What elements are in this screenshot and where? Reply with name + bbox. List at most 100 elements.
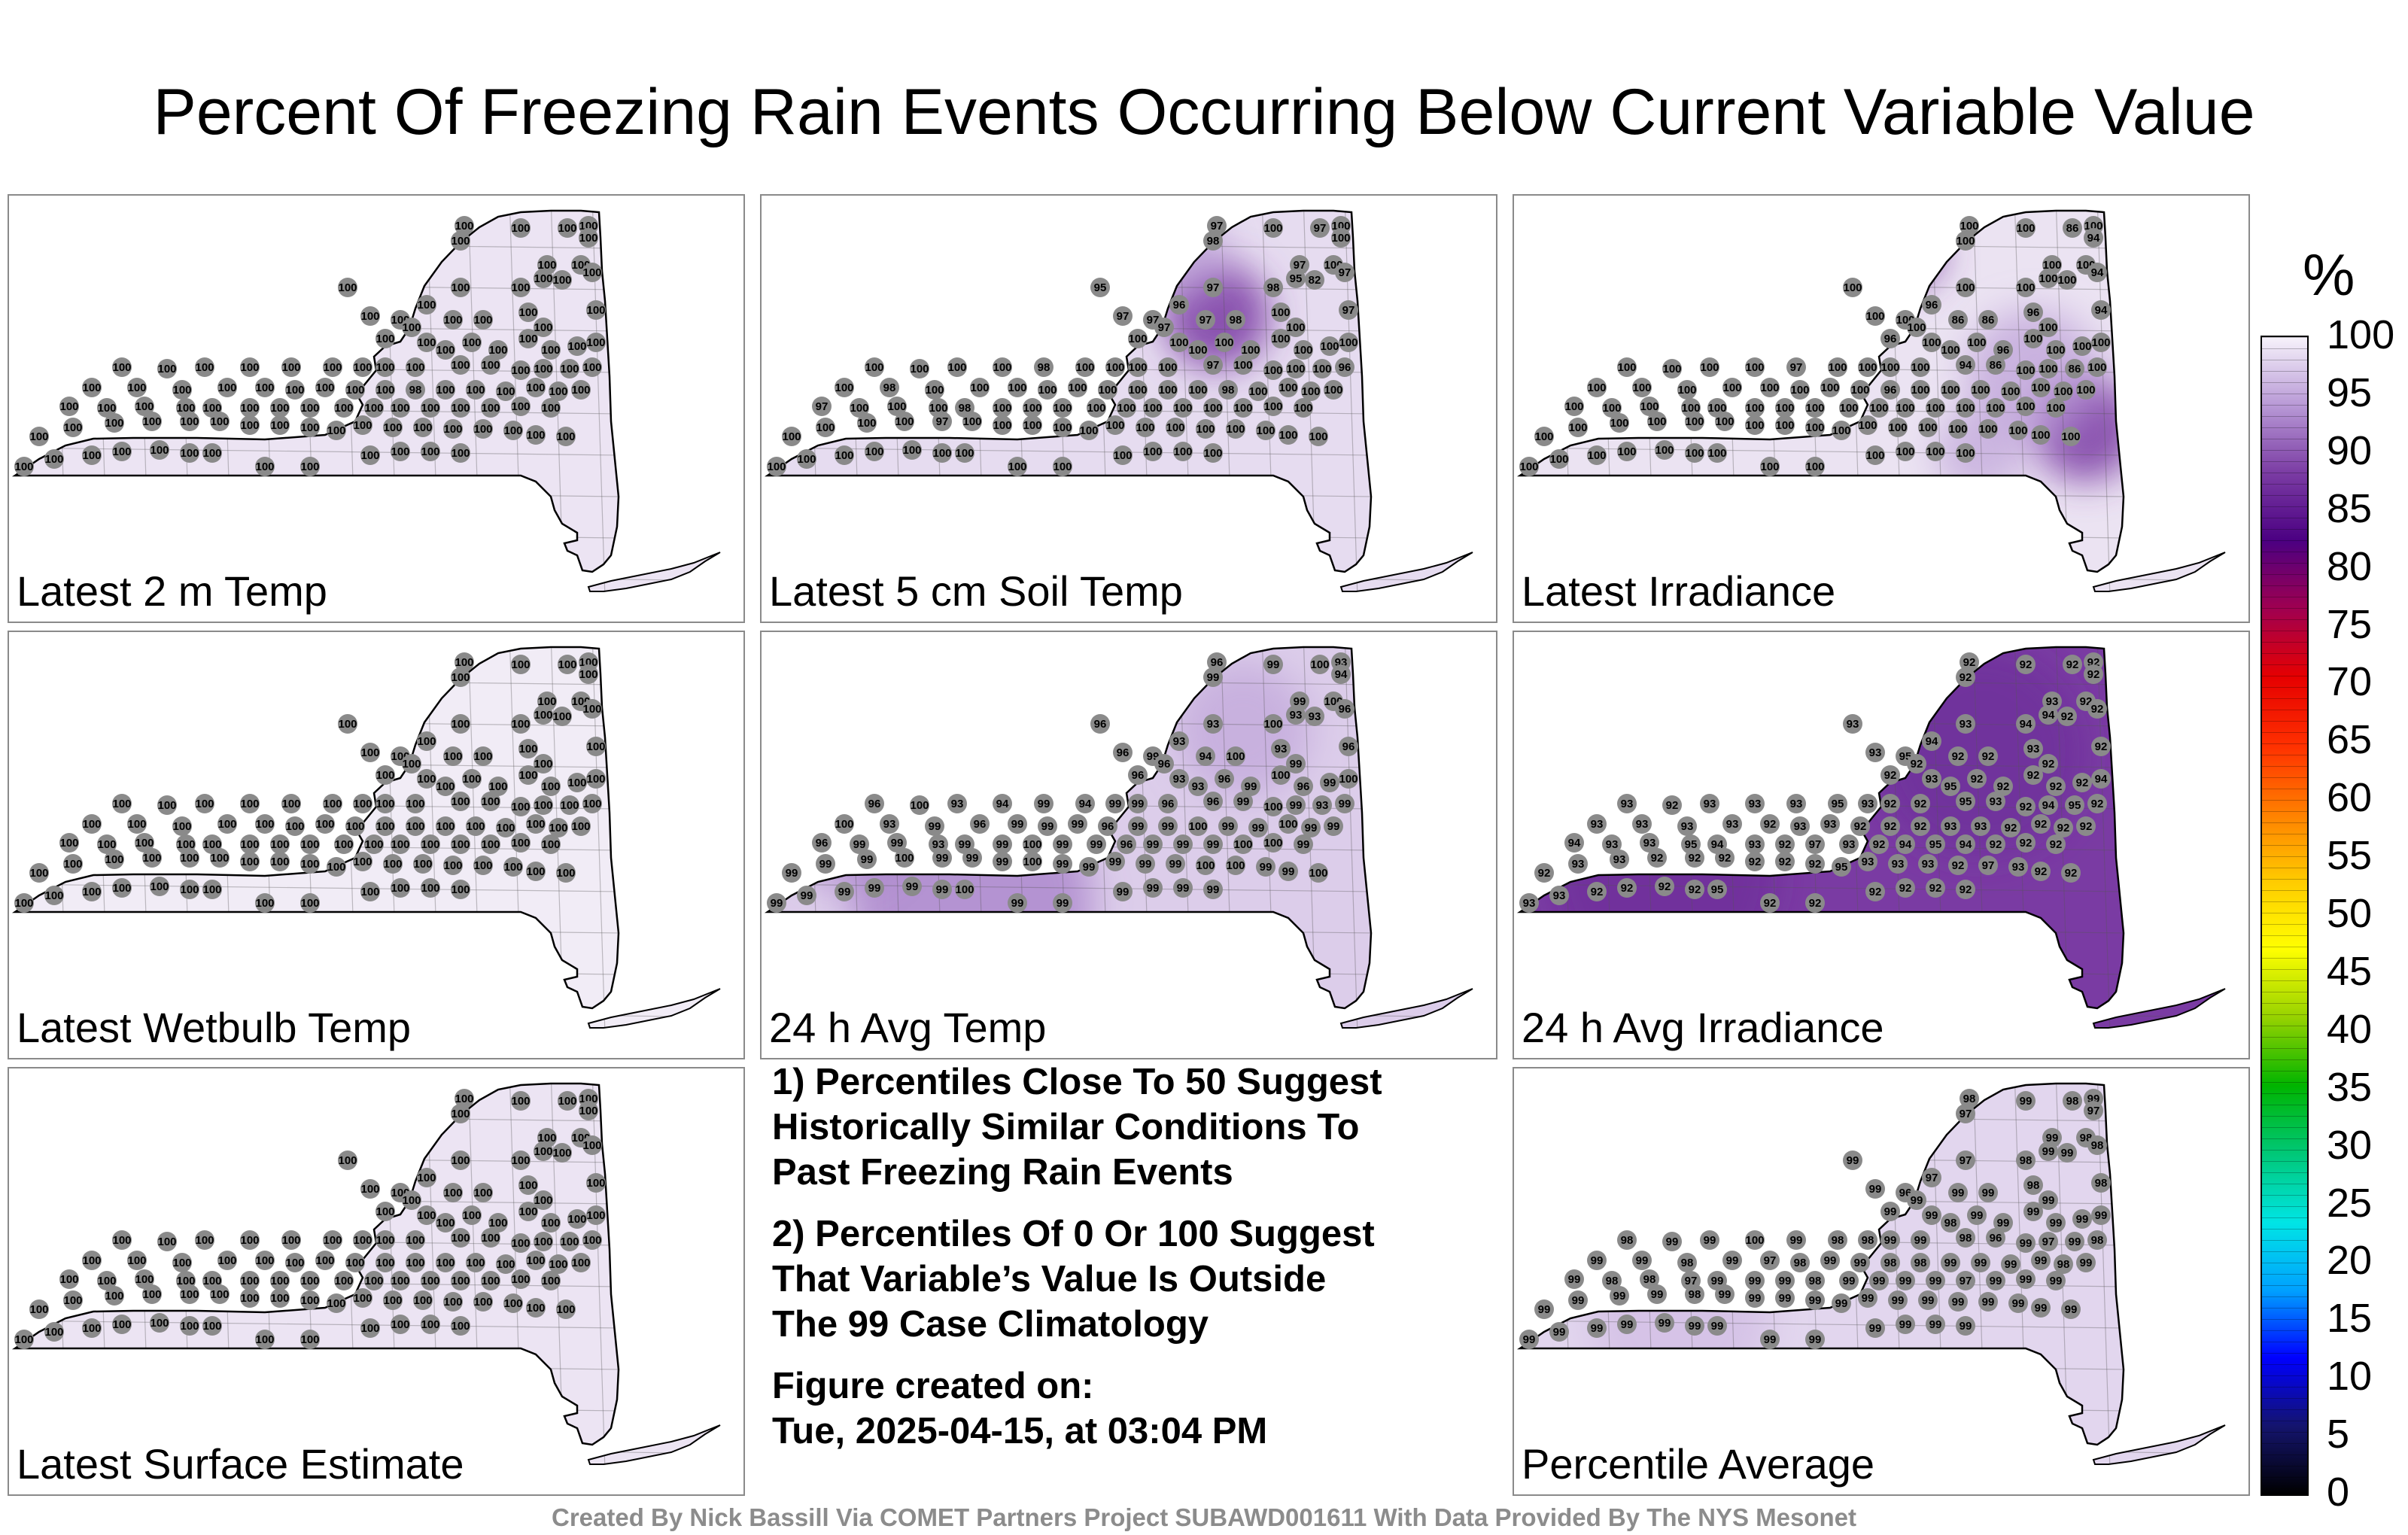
station-marker: 100 <box>240 398 260 418</box>
station-marker: 100 <box>281 794 301 813</box>
station-marker: 99 <box>1805 1290 1825 1310</box>
station-marker: 100 <box>127 814 147 834</box>
station-value: 95 <box>2069 799 2081 812</box>
station-value: 100 <box>511 222 530 235</box>
station-value: 100 <box>1865 449 1884 462</box>
station-marker: 100 <box>473 1183 493 1202</box>
station-marker: 100 <box>59 833 79 853</box>
station-marker: 100 <box>360 1179 380 1199</box>
station-value: 100 <box>1320 340 1339 353</box>
station-value: 100 <box>443 423 462 436</box>
station-marker: 100 <box>586 1205 606 1225</box>
station-marker: 100 <box>1248 381 1268 401</box>
station-value: 100 <box>127 381 146 394</box>
county-line <box>768 925 1473 935</box>
station-marker: 100 <box>338 1150 357 1170</box>
station-value: 100 <box>1632 381 1651 394</box>
station-value: 93 <box>1843 838 1856 851</box>
station-value: 93 <box>1192 780 1205 793</box>
station-marker: 100 <box>1136 418 1155 437</box>
station-marker: 93 <box>1169 769 1189 789</box>
station-value: 86 <box>2069 363 2081 375</box>
station-value: 100 <box>1858 361 1877 374</box>
station-value: 100 <box>375 820 394 833</box>
county-line <box>1520 718 2225 728</box>
station-value: 100 <box>534 321 552 334</box>
station-value: 99 <box>1207 838 1220 851</box>
station-value: 100 <box>451 447 470 460</box>
station-value: 100 <box>345 1257 364 1269</box>
station-value: 100 <box>334 1275 353 1287</box>
station-marker: 100 <box>255 814 275 834</box>
station-marker: 99 <box>1896 1315 1915 1334</box>
station-value: 99 <box>1305 822 1318 834</box>
station-value: 100 <box>150 444 169 457</box>
station-value: 100 <box>462 336 481 349</box>
station-value: 100 <box>436 1257 455 1269</box>
station-marker: 97 <box>1207 216 1227 236</box>
station-marker: 92 <box>1956 667 1975 687</box>
station-value: 93 <box>1591 818 1604 831</box>
station-marker: 100 <box>2046 340 2066 360</box>
station-marker: 99 <box>850 834 869 854</box>
station-marker: 97 <box>1978 856 1998 875</box>
station-value: 100 <box>481 402 500 415</box>
station-marker: 100 <box>1263 797 1283 816</box>
station-value: 99 <box>2020 1095 2033 1108</box>
station-value: 100 <box>59 1273 78 1286</box>
station-marker: 99 <box>1286 795 1306 815</box>
station-marker: 99 <box>1956 1316 1975 1336</box>
station-marker: 94 <box>1331 664 1351 684</box>
station-value: 100 <box>270 856 289 868</box>
station-marker: 100 <box>541 1271 561 1290</box>
station-marker: 100 <box>417 295 436 315</box>
county-line <box>1520 759 2225 770</box>
station-marker: 100 <box>526 1251 546 1270</box>
station-value: 93 <box>1749 838 1762 851</box>
station-value: 97 <box>1960 1108 1972 1120</box>
station-value: 99 <box>1327 820 1340 833</box>
station-marker: 98 <box>1941 1213 1960 1233</box>
station-marker: 92 <box>2061 863 2081 883</box>
station-value: 100 <box>127 818 146 831</box>
station-marker: 92 <box>1647 848 1667 868</box>
station-marker: 100 <box>451 880 470 899</box>
station-value: 94 <box>2095 773 2108 786</box>
station-marker: 96 <box>970 814 990 834</box>
station-marker: 100 <box>1534 427 1554 446</box>
station-value: 99 <box>1971 1209 1984 1222</box>
station-marker: 100 <box>1098 380 1117 400</box>
station-value: 99 <box>1952 1296 1965 1309</box>
station-value: 100 <box>300 838 319 851</box>
station-value: 100 <box>364 1275 383 1287</box>
county-line <box>1520 925 2225 935</box>
station-value: 99 <box>959 838 971 851</box>
station-marker: 100 <box>579 228 598 248</box>
station-marker: 100 <box>1271 329 1291 348</box>
station-value: 100 <box>481 795 500 808</box>
station-value: 92 <box>2087 668 2100 681</box>
station-marker: 98 <box>2023 1175 2043 1195</box>
station-value: 100 <box>451 359 470 372</box>
station-value: 99 <box>1711 1275 1724 1287</box>
station-value: 100 <box>300 858 319 871</box>
county-line <box>1520 1113 2225 1123</box>
station-marker: 95 <box>1941 777 1960 796</box>
station-value: 100 <box>338 718 357 731</box>
station-value: 100 <box>391 882 409 895</box>
station-value: 93 <box>951 798 964 810</box>
station-value: 95 <box>1094 281 1107 294</box>
station-value: 100 <box>1662 363 1681 375</box>
station-value: 100 <box>1143 402 1162 415</box>
station-value: 92 <box>1929 882 1942 895</box>
station-value: 99 <box>1057 897 1069 910</box>
station-value: 99 <box>1869 1322 1882 1335</box>
station-value: 100 <box>240 856 259 868</box>
station-value: 96 <box>1102 820 1114 833</box>
station-value: 100 <box>375 769 394 782</box>
station-value: 93 <box>1975 820 1987 833</box>
station-marker: 100 <box>402 754 421 774</box>
station-value: 93 <box>1643 837 1656 850</box>
